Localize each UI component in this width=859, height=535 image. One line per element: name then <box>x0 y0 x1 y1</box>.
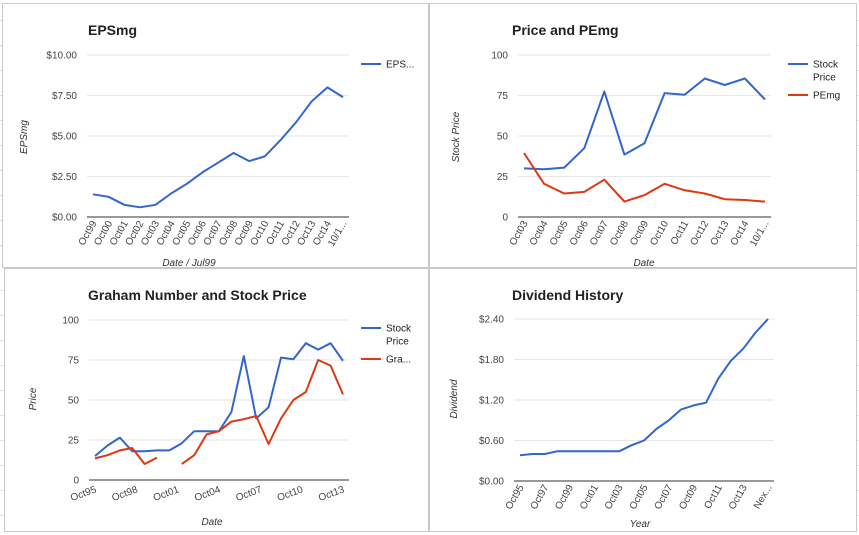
series-line <box>94 447 158 465</box>
x-tick-label: Oct10 <box>276 484 305 504</box>
series-line <box>181 359 344 465</box>
x-tick-label: Oct07 <box>235 484 264 504</box>
x-tick-label: Oct13 <box>709 219 732 248</box>
y-axis-label: EPSmg <box>19 120 30 154</box>
legend-label: Price <box>813 73 836 84</box>
x-tick-label: Oct01 <box>578 483 601 512</box>
chart-title: Graham Number and Stock Price <box>88 287 307 303</box>
y-tick-label: $5.00 <box>52 132 77 143</box>
x-tick-label: Oct07 <box>588 219 611 248</box>
y-tick-label: 25 <box>497 172 509 183</box>
x-tick-label: Oct01 <box>152 484 181 504</box>
x-axis-label: Date <box>633 258 655 269</box>
x-tick-label: Oct98 <box>111 484 140 504</box>
x-tick-label: Oct95 <box>504 483 527 512</box>
x-tick-label: Nex... <box>752 483 775 511</box>
dividend-chart-panel: Dividend History $0.00 $0.60 $1.20 $1.80 $2.4… <box>429 268 857 532</box>
series-line <box>92 86 344 209</box>
x-axis-label: Year <box>630 519 651 530</box>
x-tick-label: Oct03 <box>603 483 626 512</box>
x-axis-label: Date <box>201 517 223 528</box>
x-tick-label: Oct97 <box>529 483 552 512</box>
x-tick-label: Oct05 <box>628 483 651 512</box>
graham-chart-panel: Graham Number and Stock Price 0 25 50 75 100 O… <box>4 268 429 532</box>
x-tick-label: Oct07 <box>653 483 676 512</box>
graham-chart: Graham Number and Stock Price 0 25 50 75 100 O… <box>28 287 412 528</box>
x-tick-label: Oct09 <box>677 483 700 512</box>
series-line <box>523 77 766 171</box>
x-tick-label: Oct03 <box>508 219 531 248</box>
legend-label: Gra... <box>386 355 411 366</box>
legend-label: PEmg <box>813 91 840 102</box>
x-tick-label: Oct95 <box>69 484 98 504</box>
x-tick-label: Oct09 <box>628 219 651 248</box>
y-tick-label: 50 <box>497 132 509 143</box>
y-tick-label: $7.50 <box>52 91 77 102</box>
y-tick-label: $0.60 <box>479 436 504 447</box>
x-tick-label: Oct10 <box>648 219 671 248</box>
dividend-chart: Dividend History $0.00 $0.60 $1.20 $1.80 $2.4… <box>449 287 775 530</box>
y-tick-label: $10.00 <box>46 51 77 62</box>
y-tick-label: 100 <box>491 51 508 62</box>
price-pe-chart-panel: Price and PEmg 0 25 50 75 100 Oct03 Oct04 Oct05 O… <box>429 3 857 269</box>
y-tick-label: 75 <box>68 356 80 367</box>
legend-label: Stock <box>813 60 839 71</box>
x-tick-label: Oct13 <box>727 483 750 512</box>
y-axis-label: Stock Price <box>451 111 462 162</box>
x-tick-label: Oct04 <box>528 219 551 248</box>
price-pe-chart: Price and PEmg0255075100Oct03Oct04Oct05O… <box>451 22 840 269</box>
x-tick-label: Oct04 <box>193 484 222 504</box>
y-tick-label: $2.40 <box>479 315 504 326</box>
y-tick-label: 50 <box>68 396 80 407</box>
x-tick-label: Oct05 <box>548 219 571 248</box>
eps-chart: EPSmg$0.00$2.50$5.00$7.50$10.00Oct99Oct0… <box>19 22 414 269</box>
y-tick-label: 0 <box>73 476 79 487</box>
series-line <box>519 318 769 457</box>
y-tick-label: 75 <box>497 91 509 102</box>
x-tick-label: Oct12 <box>688 219 711 248</box>
legend-label: Stock <box>386 324 412 335</box>
x-axis-label: Date / Jul99 <box>162 258 216 269</box>
x-tick-label: Oct08 <box>608 219 631 248</box>
y-axis-label: Dividend <box>449 379 460 418</box>
y-tick-label: 25 <box>68 436 80 447</box>
y-tick-label: $0.00 <box>52 213 77 224</box>
chart-title: Price and PEmg <box>512 22 619 38</box>
series-line <box>523 152 766 203</box>
y-tick-label: 100 <box>62 316 79 327</box>
y-tick-label: $0.00 <box>479 477 504 488</box>
x-tick-label: Oct06 <box>568 219 591 248</box>
x-tick-label: Oct11 <box>703 483 726 511</box>
chart-title: EPSmg <box>88 22 137 38</box>
x-tick-label: Oct13 <box>317 484 346 504</box>
chart-title: Dividend History <box>512 287 623 303</box>
y-tick-label: $1.80 <box>479 355 504 366</box>
y-axis-label: Price <box>28 387 39 410</box>
y-tick-label: $1.20 <box>479 396 504 407</box>
eps-chart-panel: EPSmg $0.00 $2.50 $5.00 $7.50 $10.00 Oct99 Oct0… <box>2 3 429 269</box>
y-tick-label: $2.50 <box>52 172 77 183</box>
legend-label: EPS... <box>386 60 414 71</box>
y-tick-label: 0 <box>502 213 508 224</box>
legend-label: Price <box>386 337 409 348</box>
x-tick-label: 10/1... <box>748 219 771 249</box>
x-tick-label: Oct99 <box>553 483 576 512</box>
